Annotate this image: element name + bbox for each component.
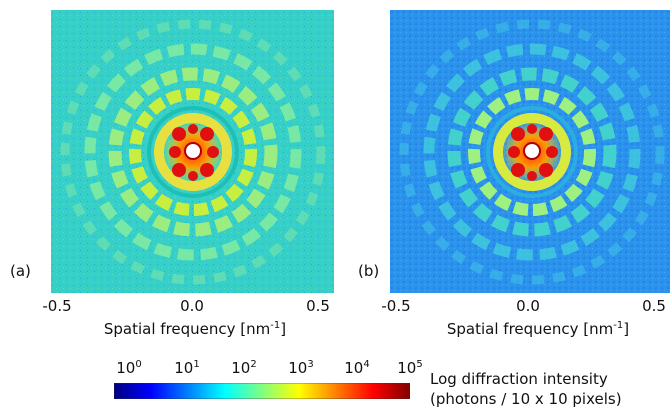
x-axis-label-b: Spatial frequency [nm-1] — [446, 320, 630, 338]
beam-stop-a — [184, 142, 202, 160]
diffraction-pattern-b — [390, 10, 670, 293]
panel-label-b: (b) — [358, 262, 380, 280]
colorbar-tick-0: 100 — [116, 359, 142, 377]
x-tick-b-neg: -0.5 — [381, 297, 411, 315]
colorbar-tick-4: 104 — [344, 359, 370, 377]
x-tick-a-neg: -0.5 — [42, 297, 72, 315]
x-axis-label-a: Spatial frequency [nm-1] — [103, 320, 287, 338]
colorbar-title-line2: (photons / 10 x 10 pixels) — [430, 390, 622, 408]
colorbar-tick-3: 103 — [288, 359, 314, 377]
panel-label-a: (a) — [10, 262, 31, 280]
x-tick-b-zero: 0.0 — [516, 297, 540, 315]
x-tick-a-pos: 0.5 — [306, 297, 330, 315]
x-tick-a-zero: 0.0 — [180, 297, 204, 315]
diffraction-pattern-a — [51, 10, 334, 293]
colorbar-tick-2: 102 — [231, 359, 257, 377]
colorbar — [114, 383, 410, 399]
colorbar-tick-5: 105 — [397, 359, 423, 377]
x-tick-b-pos: 0.5 — [642, 297, 666, 315]
colorbar-tick-1: 101 — [174, 359, 200, 377]
colorbar-title-line1: Log diffraction intensity — [430, 370, 608, 388]
beam-stop-b — [523, 142, 541, 160]
